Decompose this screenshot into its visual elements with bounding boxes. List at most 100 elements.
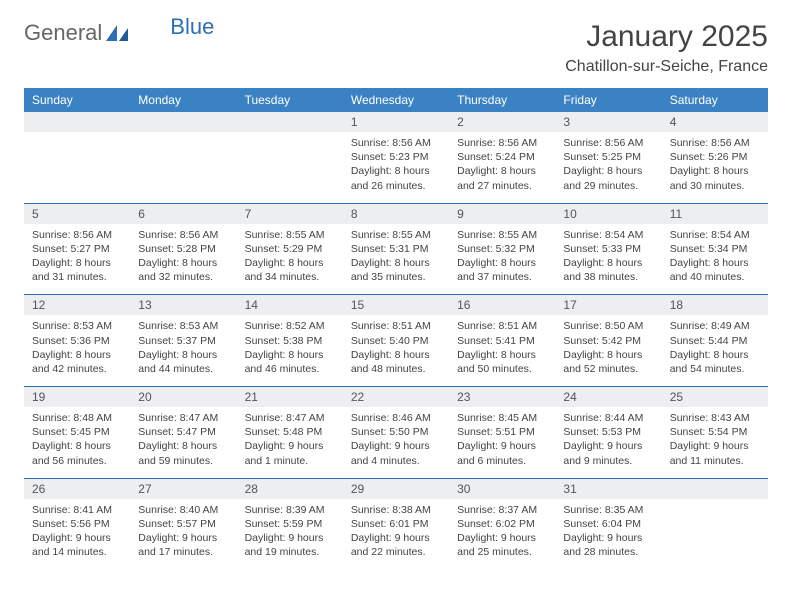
title-block: January 2025 Chatillon-sur-Seiche, Franc… [565, 20, 768, 76]
day-number-cell: 22 [343, 387, 449, 408]
daylight-line: Daylight: 8 hours and 34 minutes. [245, 257, 324, 283]
day-number-cell: 4 [662, 112, 768, 132]
day-content-cell: Sunrise: 8:55 AM Sunset: 5:31 PM Daylight:… [343, 224, 449, 295]
day-number-row: 19202122232425 [24, 387, 768, 408]
day-number-cell: 2 [449, 112, 555, 132]
sunset-line: Sunset: 5:37 PM [138, 335, 216, 347]
day-content-row: Sunrise: 8:56 AMSunset: 5:27 PMDaylight:… [24, 224, 768, 295]
day-content-cell: Sunrise: 8:43 AMSunset: 5:54 PMDaylight:… [662, 407, 768, 478]
sunrise-line: Sunrise: 8:38 AM [351, 504, 431, 516]
sunset-line: Sunset: 5:32 PM [457, 243, 535, 255]
sunrise-line: Sunrise: 8:49 AM [670, 320, 750, 332]
day-of-week-header: Saturday [662, 88, 768, 112]
day-content-cell: Sunrise: 8:56 AMSunset: 5:27 PMDaylight:… [24, 224, 130, 295]
day-content-cell: Sunrise: 8:52 AMSunset: 5:38 PMDaylight:… [237, 315, 343, 386]
sunrise-line: Sunrise: 8:54 AM [563, 229, 643, 241]
sunset-line: Sunset: 5:36 PM [32, 335, 110, 347]
day-content-cell [24, 132, 130, 203]
day-number-cell [237, 112, 343, 132]
daylight-line: Daylight: 8 hours and 42 minutes. [32, 349, 111, 375]
sunset-line: Sunset: 5:40 PM [351, 335, 429, 347]
sunset-line: Sunset: 5:25 PM [563, 151, 641, 163]
day-content-cell: Sunrise: 8:47 AM Sunset: 5:47 PM Daylight:… [130, 407, 236, 478]
day-number-cell: 18 [662, 295, 768, 316]
day-number-cell: 6 [130, 203, 236, 224]
sunset-line: Sunset: 5:47 PM [138, 426, 216, 438]
day-content-cell: Sunrise: 8:39 AMSunset: 5:59 PMDaylight:… [237, 499, 343, 570]
day-number-cell: 16 [449, 295, 555, 316]
month-title: January 2025 [565, 20, 768, 54]
daylight-line: Daylight: 8 hours and 52 minutes. [563, 349, 642, 375]
logo-sail-icon [106, 21, 128, 37]
day-content-cell: Sunrise: 8:37 AMSunset: 6:02 PMDaylight:… [449, 499, 555, 570]
day-number-row: 262728293031 [24, 478, 768, 499]
sunset-line: Sunset: 5:31 PM [351, 243, 429, 255]
sunrise-line: Sunrise: 8:55 AM [245, 229, 325, 241]
sunrise-line: Sunrise: 8:55 AM [457, 229, 537, 241]
sunset-line: Sunset: 5:41 PM [457, 335, 535, 347]
day-content-cell: Sunrise: 8:40 AMSunset: 5:57 PMDaylight:… [130, 499, 236, 570]
day-of-week-row: SundayMondayTuesdayWednesdayThursdayFrid… [24, 88, 768, 112]
sunrise-line: Sunrise: 8:40 AM [138, 504, 218, 516]
sunrise-line: Sunrise: 8:55 AM [351, 229, 431, 241]
day-of-week-header: Monday [130, 88, 236, 112]
daylight-line: Daylight: 8 hours and 35 minutes. [351, 257, 430, 283]
day-content-cell [662, 499, 768, 570]
day-content-row: Sunrise: 8:48 AM Sunset: 5:45 PM Daylight:… [24, 407, 768, 478]
header: General Blue January 2025 Chatillon-sur-… [24, 20, 768, 76]
sunrise-line: Sunrise: 8:47 AM [138, 412, 218, 424]
daylight-line: Daylight: 8 hours and 29 minutes. [563, 165, 642, 191]
daylight-line: Daylight: 8 hours and 48 minutes. [351, 349, 430, 375]
sunset-line: Sunset: 5:53 PM [563, 426, 641, 438]
day-number-cell: 19 [24, 387, 130, 408]
day-number-cell: 1 [343, 112, 449, 132]
day-content-cell [130, 132, 236, 203]
sunset-line: Sunset: 5:44 PM [670, 335, 748, 347]
sunrise-line: Sunrise: 8:43 AM [670, 412, 750, 424]
day-content-cell: Sunrise: 8:56 AMSunset: 5:26 PMDaylight:… [662, 132, 768, 203]
sunset-line: Sunset: 5:56 PM [32, 518, 110, 530]
sunset-line: Sunset: 5:57 PM [138, 518, 216, 530]
day-number-cell: 26 [24, 478, 130, 499]
sunset-line: Sunset: 5:24 PM [457, 151, 535, 163]
day-number-cell: 13 [130, 295, 236, 316]
day-of-week-header: Tuesday [237, 88, 343, 112]
daylight-line: Daylight: 9 hours and 4 minutes. [351, 440, 430, 466]
daylight-line: Daylight: 8 hours and 30 minutes. [670, 165, 749, 191]
day-content-cell: Sunrise: 8:48 AM Sunset: 5:45 PM Daylight:… [24, 407, 130, 478]
day-number-cell: 20 [130, 387, 236, 408]
day-content-row: Sunrise: 8:41 AMSunset: 5:56 PMDaylight:… [24, 499, 768, 570]
daylight-line: Daylight: 9 hours and 6 minutes. [457, 440, 536, 466]
day-number-cell: 17 [555, 295, 661, 316]
daylight-line: Daylight: 8 hours and 59 minutes. [138, 440, 217, 466]
day-content-cell: Sunrise: 8:51 AMSunset: 5:40 PMDaylight:… [343, 315, 449, 386]
day-of-week-header: Friday [555, 88, 661, 112]
daylight-line: Daylight: 9 hours and 19 minutes. [245, 532, 324, 558]
day-content-cell: Sunrise: 8:53 AMSunset: 5:36 PMDaylight:… [24, 315, 130, 386]
day-number-cell: 12 [24, 295, 130, 316]
sunset-line: Sunset: 5:29 PM [245, 243, 323, 255]
daylight-line: Daylight: 8 hours and 26 minutes. [351, 165, 430, 191]
daylight-line: Daylight: 8 hours and 46 minutes. [245, 349, 324, 375]
day-content-cell: Sunrise: 8:54 AMSunset: 5:33 PMDaylight:… [555, 224, 661, 295]
sunrise-line: Sunrise: 8:48 AM [32, 412, 112, 424]
sunset-line: Sunset: 5:48 PM [245, 426, 323, 438]
day-of-week-header: Wednesday [343, 88, 449, 112]
day-number-cell [24, 112, 130, 132]
sunset-line: Sunset: 5:45 PM [32, 426, 110, 438]
day-content-cell: Sunrise: 8:51 AMSunset: 5:41 PMDaylight:… [449, 315, 555, 386]
sunrise-line: Sunrise: 8:56 AM [457, 137, 537, 149]
day-number-cell: 5 [24, 203, 130, 224]
daylight-line: Daylight: 8 hours and 27 minutes. [457, 165, 536, 191]
day-number-cell: 25 [662, 387, 768, 408]
sunset-line: Sunset: 5:54 PM [670, 426, 748, 438]
calendar-table: SundayMondayTuesdayWednesdayThursdayFrid… [24, 88, 768, 569]
daylight-line: Daylight: 8 hours and 56 minutes. [32, 440, 111, 466]
sunrise-line: Sunrise: 8:56 AM [670, 137, 750, 149]
day-number-cell: 27 [130, 478, 236, 499]
day-content-cell: Sunrise: 8:44 AMSunset: 5:53 PMDaylight:… [555, 407, 661, 478]
day-content-cell: Sunrise: 8:47 AMSunset: 5:48 PMDaylight:… [237, 407, 343, 478]
sunrise-line: Sunrise: 8:53 AM [138, 320, 218, 332]
sunrise-line: Sunrise: 8:54 AM [670, 229, 750, 241]
sunset-line: Sunset: 5:51 PM [457, 426, 535, 438]
